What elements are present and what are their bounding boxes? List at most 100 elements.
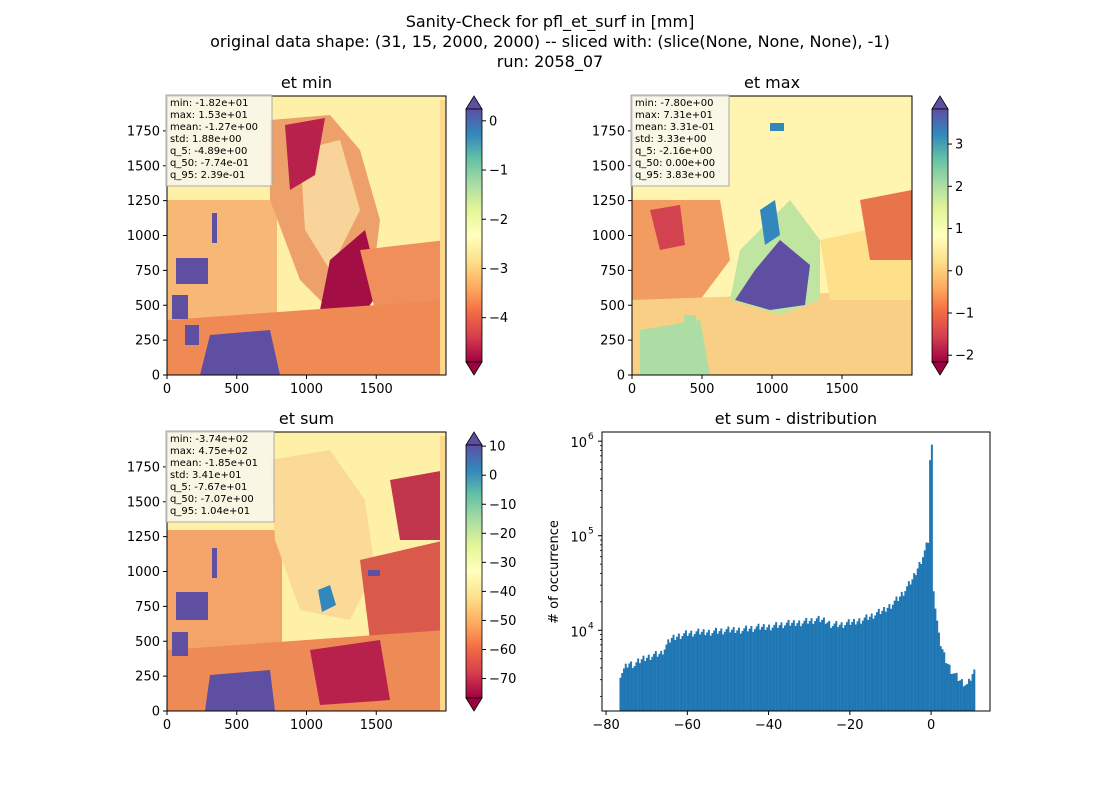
colorbar-tick-label: 10 (489, 440, 506, 455)
x-tick-label: 0 (628, 382, 636, 397)
histogram-bar (734, 632, 737, 711)
et-sum-map (167, 432, 446, 711)
colorbar-tick-label: −3 (489, 262, 508, 277)
histogram-bar (642, 655, 645, 711)
colorbar-tick-label: 2 (955, 180, 963, 195)
x-tick-label: 1000 (290, 382, 323, 397)
y-tick-label: 1500 (592, 159, 625, 174)
histogram-bar (775, 622, 778, 711)
histogram-bar (845, 622, 848, 711)
histogram-bar (654, 651, 657, 711)
histogram-bar (907, 581, 910, 711)
et-sum-stats-box: min: -3.74e+02 max: 4.75e+02 mean: -1.85… (165, 430, 275, 523)
histogram-title: et sum - distribution (715, 409, 877, 428)
histogram-bar (752, 631, 755, 711)
histogram-bar (715, 627, 717, 711)
histogram-bar (722, 634, 725, 711)
stat-line: max: 4.75e+02 (170, 446, 248, 457)
histogram-bar (937, 632, 940, 711)
y-tick-label: 1250 (127, 194, 160, 209)
stat-line: q_5: -4.89e+00 (170, 146, 247, 157)
histogram-bar (960, 679, 963, 711)
histogram-bar (778, 625, 781, 711)
histogram-bar (656, 656, 659, 711)
y-tick-label: 750 (135, 600, 160, 615)
histogram-bar (964, 685, 967, 711)
et-max-stats-box: min: -7.80e+00 max: 7.31e+01 mean: 3.31e… (630, 94, 730, 187)
histogram-bar (798, 620, 801, 711)
histogram-bar (619, 677, 622, 711)
y-tick-label: 1250 (127, 530, 160, 545)
histogram-bar (828, 620, 831, 711)
histogram-bar (757, 623, 760, 711)
histogram-bar (860, 623, 863, 711)
histogram-bar (792, 620, 795, 711)
histogram-bar (909, 584, 912, 711)
histogram-bar (815, 618, 818, 711)
histogram-bar (962, 686, 965, 711)
histogram-bar (835, 621, 838, 711)
y-tick-label: 1750 (592, 124, 625, 139)
y-tick-label: 1000 (592, 229, 625, 244)
histogram-bar (939, 646, 942, 711)
colorbar-extend-min (931, 361, 949, 376)
histogram-bar (674, 639, 677, 711)
histogram-bar (849, 624, 852, 711)
colorbar-gradient (465, 444, 483, 699)
y-tick-label: 500 (135, 635, 160, 650)
figure-title: Sanity-Check for pfl_et_surf in [mm] (405, 12, 695, 31)
stat-line: q_50: -7.07e+00 (170, 494, 254, 505)
histogram-bar (773, 624, 776, 711)
histogram-bar (628, 663, 631, 711)
y-tick-label: 0 (152, 705, 160, 720)
y-tick-label: 1500 (127, 159, 160, 174)
et-max-title: et max (744, 73, 800, 92)
histogram-bar (646, 657, 648, 711)
y-tick-label: 0 (617, 369, 625, 384)
histogram-bar (833, 623, 836, 711)
histogram-bar (863, 617, 866, 711)
figure-subtitle-shape: original data shape: (31, 15, 2000, 2000… (210, 32, 890, 51)
histogram-bar (867, 619, 870, 711)
colorbar-extend-max (465, 431, 483, 446)
histogram-bar (824, 623, 827, 711)
y-tick-exponent: 5 (588, 527, 594, 537)
y-tick-label: 500 (135, 299, 160, 314)
histogram-bar (725, 629, 728, 711)
histogram-bar (693, 633, 696, 711)
histogram-bar (805, 617, 808, 711)
y-tick-label: 1500 (127, 495, 160, 510)
histogram-bar (755, 626, 758, 711)
histogram-bar (647, 654, 650, 711)
x-tick-label: 1000 (290, 718, 323, 733)
y-tick-label: 10 (570, 625, 587, 640)
histogram-bar (692, 636, 694, 711)
y-tick-label: 1750 (127, 460, 160, 475)
colorbar-extend-min (465, 697, 483, 712)
histogram-bar (670, 637, 673, 711)
histogram-bar (630, 661, 633, 711)
histogram-bar (952, 673, 955, 711)
histogram-bar (941, 649, 944, 711)
histogram-bar (626, 667, 629, 711)
histogram-bar (874, 615, 877, 711)
histogram-bar (913, 573, 916, 711)
histogram-bar (890, 608, 893, 711)
et-min-title: et min (281, 73, 332, 92)
histogram-bar (707, 629, 710, 711)
histogram-bar (624, 663, 627, 711)
histogram-bar (718, 631, 721, 711)
stat-line: q_95: 1.04e+01 (170, 506, 250, 517)
histogram-bar (916, 568, 919, 711)
y-tick-label: 1750 (127, 124, 160, 139)
panel-et-sum-distribution: et sum - distribution −80 −60 −40 −20 010 410… (547, 409, 991, 733)
et-sum-colorbar: 10 0 −10 −20 −30 −40 −50 −60 −70 (465, 431, 516, 712)
histogram-bar (686, 635, 689, 711)
histogram-bar (969, 680, 972, 711)
panel-et-sum: et sum 0 500 1000 1500 0 250 500 750 1000 1250 150… (127, 409, 517, 733)
histogram-bar (651, 656, 654, 711)
stat-line: std: 3.33e+00 (635, 134, 707, 145)
histogram-bar (688, 633, 691, 711)
stat-line: min: -7.80e+00 (635, 98, 714, 109)
histogram-bar (660, 650, 663, 711)
